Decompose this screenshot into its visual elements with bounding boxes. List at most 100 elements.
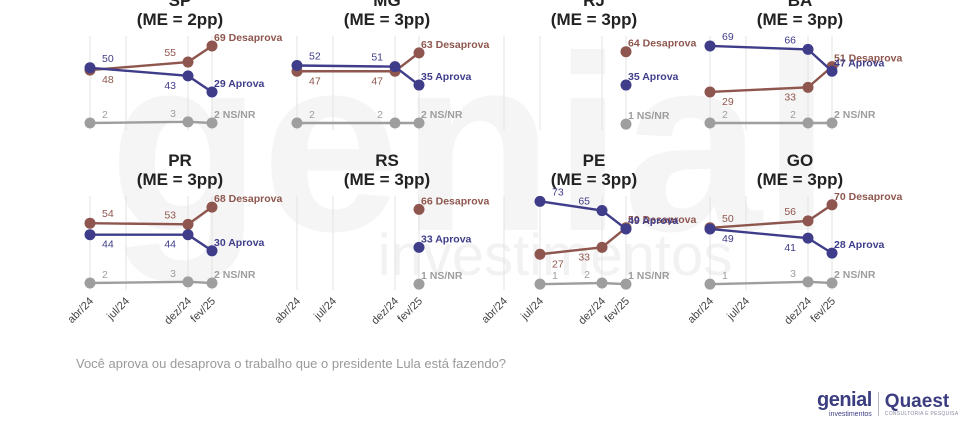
aprova-point <box>182 229 194 241</box>
nsnr-end-value: 2 <box>214 269 220 281</box>
aprova-point <box>206 245 218 257</box>
aprova-point <box>704 40 716 52</box>
nsnr-point <box>206 277 218 289</box>
nsnr-point <box>620 118 632 130</box>
panel-mg: MG(ME = 3pp) 2 2 47 47 52 51 2 NS/NR 63 Desaprov… <box>291 0 489 130</box>
desaprova-point <box>84 217 96 229</box>
desaprova-value-label: 33 <box>578 251 590 263</box>
desaprova-point <box>802 215 814 227</box>
desaprova-point <box>182 56 194 68</box>
nsnr-value-label: 3 <box>170 268 176 280</box>
panel-margin-of-error: (ME = 3pp) <box>344 10 430 29</box>
desaprova-end-value: 64 <box>628 38 640 50</box>
aprova-end-label: 28 Aprova <box>834 239 885 251</box>
x-tick-label: abr/24 <box>480 295 511 326</box>
x-tick-label: fev/25 <box>395 295 425 325</box>
aprova-value-label: 52 <box>309 51 321 63</box>
nsnr-end-value: 1 <box>628 270 634 282</box>
quaest-logo-main: Quaest <box>884 390 950 412</box>
aprova-point <box>704 223 716 235</box>
nsnr-value-label: 2 <box>584 269 590 281</box>
desaprova-point <box>413 203 425 215</box>
aprova-point <box>84 229 96 241</box>
panel-margin-of-error: (ME = 2pp) <box>137 10 223 29</box>
x-tick-label: jul/24 <box>518 295 546 323</box>
aprova-value-label: 66 <box>784 34 796 46</box>
nsnr-point <box>826 277 838 289</box>
nsnr-end-name: NS/NR <box>843 269 876 281</box>
nsnr-end-label: 2 NS/NR <box>214 269 256 281</box>
aprova-end-value: 49 <box>628 215 640 227</box>
panel-title: BA <box>788 0 813 10</box>
desaprova-end-value: 51 <box>834 53 846 65</box>
desaprova-end-label: 51 Desaprova <box>834 53 902 65</box>
panel-title: SP <box>169 0 192 10</box>
aprova-end-label: 30 Aprova <box>214 237 265 249</box>
nsnr-end-name: NS/NR <box>430 109 463 121</box>
nsnr-end-name: NS/NR <box>843 109 876 121</box>
aprova-end-label: 49 Aprova <box>628 215 679 227</box>
nsnr-value-label: 2 <box>102 109 108 121</box>
desaprova-line <box>709 65 833 94</box>
nsnr-value-label: 2 <box>377 109 383 121</box>
desaprova-end-value: 69 <box>214 32 226 44</box>
nsnr-end-name: NS/NR <box>223 109 256 121</box>
panel-title: PE <box>583 151 606 170</box>
aprova-value-label: 73 <box>552 186 564 198</box>
aprova-end-value: 30 <box>214 237 226 249</box>
nsnr-end-value: 2 <box>421 109 427 121</box>
quaest-logo-sub: CONSULTORIA E PESQUISA <box>884 410 959 417</box>
desaprova-value-label: 56 <box>784 206 796 218</box>
desaprova-end-label: 68 Desaprova <box>214 193 282 205</box>
logos: genial investimentos Quaest CONSULTORIA … <box>817 390 958 418</box>
nsnr-line <box>539 281 627 286</box>
panel-margin-of-error: (ME = 3pp) <box>344 170 430 189</box>
aprova-point <box>620 223 632 235</box>
nsnr-line <box>89 280 213 285</box>
aprova-end-label: 33 Aprova <box>421 233 472 245</box>
desaprova-value-label: 54 <box>102 208 114 220</box>
aprova-end-name: Aprova <box>848 239 884 251</box>
quaest-logo: Quaest CONSULTORIA E PESQUISA <box>885 392 959 417</box>
panel-margin-of-error: (ME = 3pp) <box>137 170 223 189</box>
desaprova-end-label: 70 Desaprova <box>834 191 902 203</box>
aprova-end-label: 35 Aprova <box>421 71 472 83</box>
desaprova-end-name: Desaprova <box>849 191 903 203</box>
desaprova-end-label: 64 Desaprova <box>628 38 696 50</box>
nsnr-end-label: 2 NS/NR <box>834 269 876 281</box>
desaprova-end-label: 69 Desaprova <box>214 32 282 44</box>
aprova-point <box>826 65 838 77</box>
aprova-point <box>291 60 303 71</box>
nsnr-point <box>182 116 194 128</box>
nsnr-end-label: 1 NS/NR <box>628 110 670 122</box>
nsnr-end-label: 1 NS/NR <box>421 270 463 282</box>
panel-title: PR <box>168 151 192 170</box>
nsnr-value-label: 1 <box>722 270 728 282</box>
desaprova-line <box>539 226 627 256</box>
desaprova-value-label: 33 <box>784 91 796 103</box>
aprova-point <box>389 61 401 73</box>
nsnr-point <box>802 117 814 129</box>
nsnr-line <box>709 280 833 286</box>
aprova-value-label: 43 <box>164 80 176 92</box>
desaprova-point <box>802 81 814 93</box>
aprova-point <box>802 232 814 244</box>
aprova-end-name: Aprova <box>642 71 678 83</box>
aprova-value-label: 44 <box>102 239 114 251</box>
nsnr-value-label: 2 <box>102 269 108 281</box>
genial-logo: genial investimentos <box>817 390 872 418</box>
nsnr-value-label: 2 <box>790 109 796 121</box>
panel-title: RS <box>375 151 399 170</box>
aprova-value-label: 50 <box>102 53 114 65</box>
aprova-value-label: 44 <box>164 239 176 251</box>
nsnr-point <box>413 278 425 290</box>
aprova-point <box>826 247 838 259</box>
nsnr-point <box>534 278 546 290</box>
aprova-end-value: 28 <box>834 239 846 251</box>
logo-divider <box>877 392 879 416</box>
desaprova-value-label: 50 <box>722 213 734 225</box>
nsnr-value-label: 1 <box>552 270 558 282</box>
panel-rj: RJ(ME = 3pp) 1 NS/NR 64 Desaprova 35 Aprova <box>503 0 696 130</box>
